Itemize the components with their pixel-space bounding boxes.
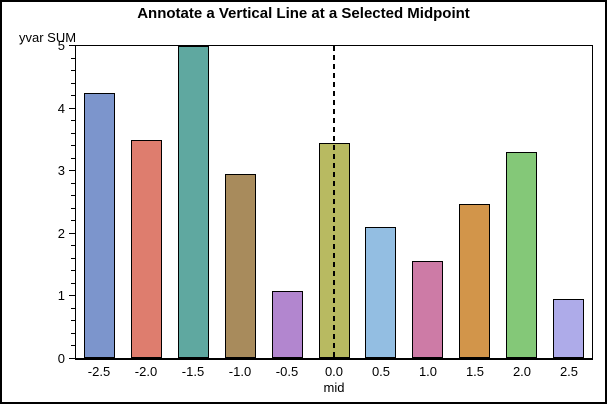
y-major-tick (69, 170, 75, 171)
x-tick-label: -1.5 (181, 364, 205, 379)
y-tick-label: 1 (57, 288, 65, 303)
x-tick-label: 0.5 (371, 364, 391, 379)
y-tick-label: 0 (57, 351, 65, 366)
y-major-tick (69, 295, 75, 296)
y-axis-label: yvar SUM (19, 30, 77, 45)
y-major-tick (69, 233, 75, 234)
bar--1.5 (177, 46, 209, 358)
bar-0.5 (365, 227, 397, 358)
x-tick-label: -2.0 (134, 364, 158, 379)
bar--2.0 (130, 140, 162, 358)
x-tick-label: 1.0 (418, 364, 438, 379)
y-tick-label: 2 (57, 226, 65, 241)
y-minor-tick (71, 320, 75, 321)
y-minor-tick (71, 283, 75, 284)
y-minor-tick (71, 58, 75, 59)
bar--0.5 (271, 291, 303, 358)
y-minor-tick (71, 183, 75, 184)
bar-1.0 (412, 261, 444, 358)
bar-2.5 (553, 299, 585, 358)
y-minor-tick (71, 208, 75, 209)
bar--1.0 (224, 174, 256, 358)
x-tick-label: 2.5 (559, 364, 579, 379)
y-minor-tick (71, 245, 75, 246)
y-minor-tick (71, 83, 75, 84)
vertical-dashed-line (333, 46, 335, 358)
y-major-tick (69, 45, 75, 46)
y-minor-tick (71, 158, 75, 159)
y-minor-tick (71, 308, 75, 309)
y-major-tick (69, 108, 75, 109)
y-minor-tick (71, 345, 75, 346)
y-minor-tick (71, 220, 75, 221)
y-minor-tick (71, 95, 75, 96)
y-minor-tick (71, 70, 75, 71)
y-minor-tick (71, 195, 75, 196)
y-tick-label: 3 (57, 163, 65, 178)
y-minor-tick (71, 120, 75, 121)
y-minor-tick (71, 145, 75, 146)
y-tick-label: 5 (57, 38, 65, 53)
y-tick-label: 4 (57, 101, 65, 116)
y-minor-tick (71, 270, 75, 271)
y-major-tick (69, 358, 75, 359)
x-axis-label: mid (323, 380, 345, 395)
y-minor-tick (71, 333, 75, 334)
x-tick-label: 0.0 (324, 364, 344, 379)
plot-area (75, 45, 593, 360)
y-minor-tick (71, 133, 75, 134)
y-minor-tick (71, 258, 75, 259)
x-tick-label: 1.5 (465, 364, 485, 379)
x-tick-label: 2.0 (512, 364, 532, 379)
bar-2.0 (506, 152, 538, 358)
x-tick-label: -2.5 (87, 364, 111, 379)
bar-1.5 (459, 204, 491, 358)
x-tick-label: -0.5 (275, 364, 299, 379)
chart-title: Annotate a Vertical Line at a Selected M… (137, 5, 470, 22)
bar--2.5 (83, 93, 115, 358)
x-tick-label: -1.0 (228, 364, 252, 379)
